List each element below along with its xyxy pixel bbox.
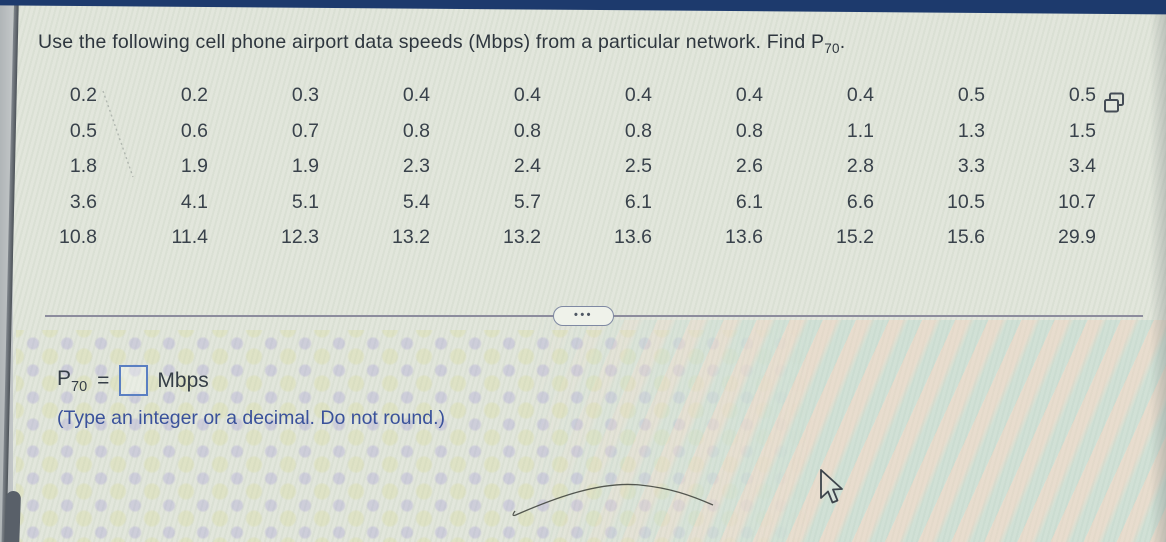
data-value-cell: 1.9 [291, 155, 319, 178]
data-value-cell: 0.8 [624, 119, 652, 142]
data-value-cell: 29.9 [1058, 226, 1096, 249]
data-value-cell: 10.8 [59, 226, 97, 249]
data-value-cell: 0.4 [735, 84, 763, 106]
moire-texture-stripes [524, 320, 1166, 542]
data-value-cell: 0.7 [291, 119, 319, 142]
data-value-cell: 13.6 [725, 226, 763, 249]
data-value-cell: 0.6 [180, 119, 208, 142]
data-value-cell: 0.5 [69, 119, 97, 142]
data-value-cell: 1.1 [846, 119, 874, 142]
question-text: Use the following cell phone airport dat… [38, 31, 845, 56]
data-value-cell: 0.5 [957, 84, 985, 106]
data-value-cell: 2.3 [402, 155, 430, 178]
data-value-cell: 2.4 [513, 155, 541, 178]
data-value-cell: 3.6 [69, 190, 97, 213]
data-value-cell: 0.3 [291, 84, 319, 106]
data-value-cell: 5.7 [513, 190, 541, 213]
unit-label: Mbps [157, 368, 209, 392]
data-value-cell: 10.7 [1058, 190, 1096, 213]
question-period: . [839, 31, 846, 53]
window-right-edge [1150, 0, 1166, 542]
data-value-cell: 1.5 [1068, 119, 1096, 142]
answer-symbol: P70 [57, 366, 88, 395]
data-value-cell: 13.2 [392, 226, 430, 249]
data-value-cell: 15.2 [836, 226, 874, 249]
data-value-cell: 0.4 [402, 84, 430, 106]
data-table: 0.2 0.2 0.3 0.4 0.4 0.4 0.4 0.4 0.5 0.5 0.5 0.6 0.7 0… [30, 84, 1140, 262]
answer-row: P70 = Mbps [57, 365, 209, 396]
question-text-main: Use the following cell phone airport dat… [38, 31, 825, 53]
answer-input[interactable] [119, 365, 149, 396]
answer-symbol-subscript: 70 [71, 378, 88, 395]
window-top-bar [0, 0, 1166, 15]
data-value-cell: 0.2 [69, 84, 97, 106]
divider-expand-button[interactable]: ••• [553, 306, 614, 326]
data-value-cell: 13.6 [614, 226, 652, 249]
data-value-cell: 2.6 [735, 155, 763, 178]
data-value-cell: 6.6 [846, 190, 874, 213]
question-subscript: 70 [824, 41, 840, 56]
data-value-cell: 0.4 [513, 84, 541, 106]
data-value-cell: 0.8 [513, 119, 541, 142]
data-value-cell: 10.5 [947, 190, 985, 213]
data-value-cell: 2.8 [846, 155, 874, 178]
data-value-cell: 0.2 [180, 84, 208, 106]
data-value-cell: 0.5 [1068, 84, 1096, 106]
answer-instruction: (Type an integer or a decimal. Do not ro… [57, 407, 446, 429]
data-value-cell: 4.1 [180, 190, 208, 213]
data-value-cell: 15.6 [947, 226, 985, 249]
data-value-cell: 1.3 [957, 119, 985, 142]
data-value-cell: 2.5 [624, 155, 652, 178]
data-value-cell: 6.1 [624, 190, 652, 213]
data-value-cell: 11.4 [171, 226, 208, 249]
ellipsis-icon: ••• [573, 308, 594, 321]
data-value-cell: 1.9 [180, 155, 208, 178]
equals-sign: = [97, 368, 110, 392]
data-value-cell: 0.4 [846, 84, 874, 106]
data-value-cell: 3.4 [1068, 155, 1096, 178]
data-value-cell: 5.4 [402, 190, 430, 213]
data-value-cell: 6.1 [735, 190, 763, 213]
data-value-cell: 13.2 [503, 226, 541, 249]
data-value-cell: 12.3 [281, 226, 319, 249]
data-value-cell: 0.8 [735, 119, 763, 142]
data-value-cell: 5.1 [291, 190, 319, 213]
copy-icon[interactable] [1101, 90, 1127, 116]
data-value-cell: 0.4 [624, 84, 652, 106]
data-value-cell: 0.8 [402, 119, 430, 142]
data-value-cell: 1.8 [69, 155, 97, 178]
data-value-cell: 3.3 [957, 155, 985, 178]
scrollbar-thumb[interactable] [3, 490, 22, 542]
